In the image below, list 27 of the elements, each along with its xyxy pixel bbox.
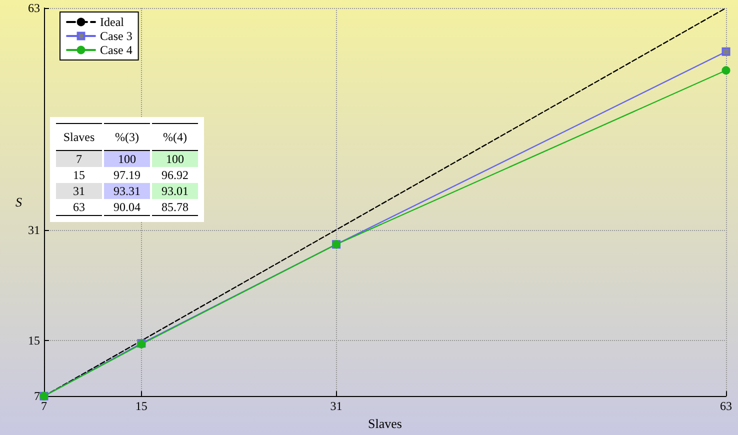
annotation: 100 bbox=[152, 151, 198, 167]
y-tick-label: 31 bbox=[28, 222, 40, 237]
annotation: 85.78 bbox=[152, 199, 198, 216]
annotation: 15 bbox=[72, 167, 86, 183]
legend-label: Case 3 bbox=[100, 29, 132, 43]
annotation: 93.31 bbox=[104, 183, 150, 199]
y-tick-label: 7 bbox=[34, 389, 40, 404]
annotation: 7 bbox=[56, 151, 102, 167]
annotation: %(4) bbox=[152, 123, 198, 151]
annotation: 31 bbox=[56, 183, 102, 199]
annotation: 96.92 bbox=[160, 167, 190, 183]
y-tick-label: 15 bbox=[28, 334, 40, 348]
annotation: 90.04 bbox=[104, 199, 150, 216]
y-tick-label: 63 bbox=[28, 1, 40, 15]
annotation: Slaves bbox=[56, 123, 102, 151]
annotation: 63 bbox=[56, 199, 102, 216]
annotation: %(3) bbox=[104, 123, 150, 151]
annotation: 100 bbox=[104, 151, 150, 167]
x-axis-title: Slaves bbox=[368, 416, 402, 431]
y-axis-title: S bbox=[16, 194, 22, 210]
x-tick-label: 63 bbox=[720, 399, 732, 414]
legend-label: Case 4 bbox=[100, 43, 132, 57]
annotation: 97.19 bbox=[112, 167, 142, 183]
x-tick-label: 31 bbox=[330, 399, 342, 414]
x-tick-label: 15 bbox=[135, 399, 148, 414]
annotation: 93.01 bbox=[152, 183, 198, 199]
legend-label: Ideal bbox=[100, 15, 125, 29]
